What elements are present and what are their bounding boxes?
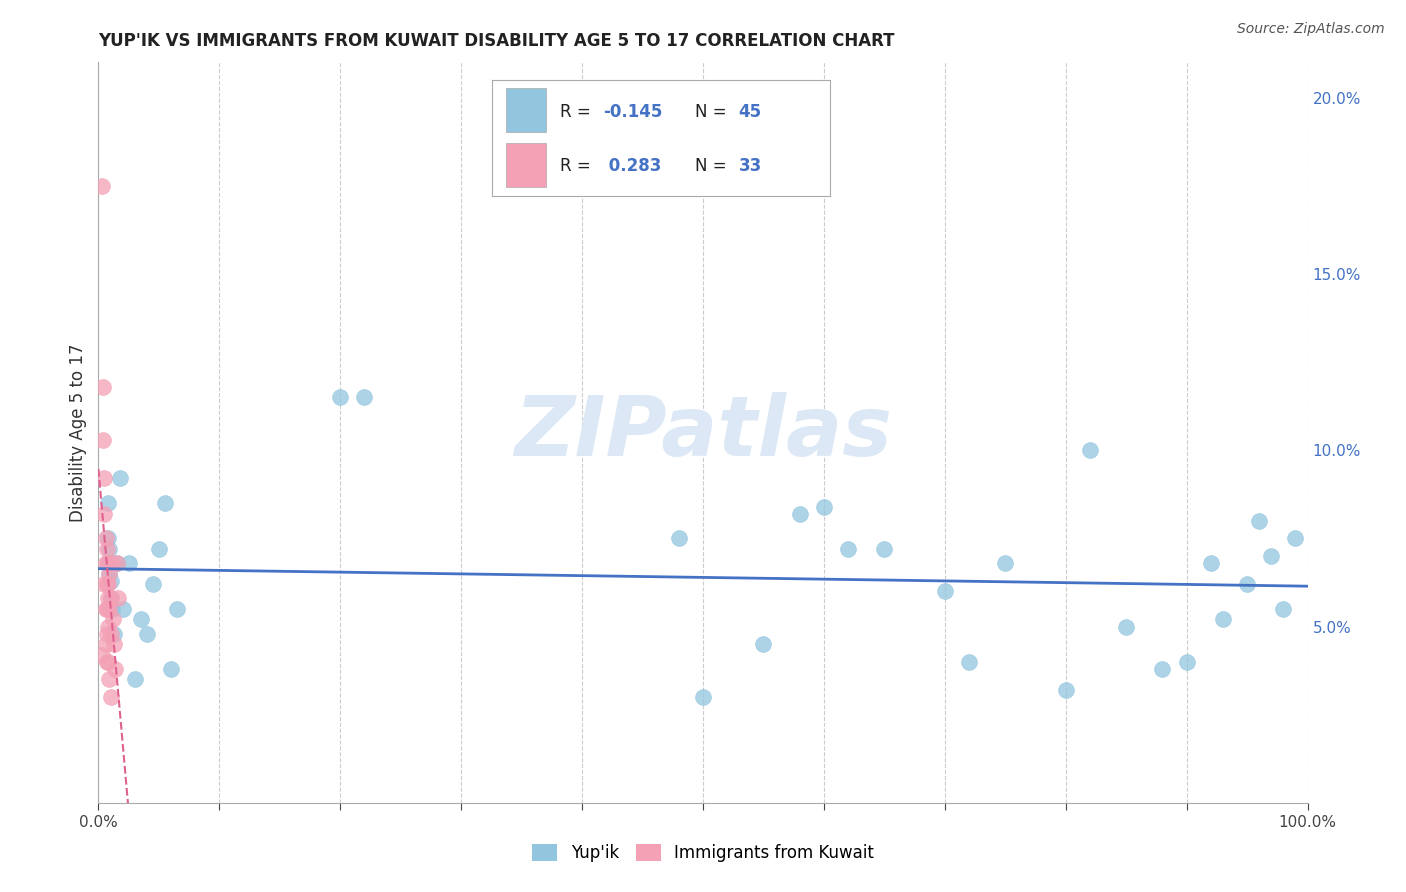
Point (101, 612, 124, 626)
Text: ZIPatlas: ZIPatlas (515, 392, 891, 473)
Point (96, 626, 118, 640)
Point (100, 574, 122, 588)
Point (96, 602, 118, 616)
Point (93, 577, 115, 591)
Point (98, 566, 121, 581)
Point (1078, 443, 1101, 458)
Point (752, 637, 775, 651)
Point (105, 556, 128, 570)
Point (93, 507, 115, 521)
Point (97, 556, 120, 570)
Point (98, 602, 121, 616)
Point (98, 541, 121, 556)
Point (91, 648, 114, 662)
Point (1175, 655, 1198, 669)
Point (94, 556, 117, 570)
Point (97, 556, 120, 570)
Point (105, 556, 128, 570)
Point (97, 577, 120, 591)
Point (1260, 549, 1282, 563)
Point (142, 577, 165, 591)
Point (96, 577, 118, 591)
Point (135, 626, 157, 640)
Point (100, 591, 122, 606)
Point (96, 541, 118, 556)
Point (94, 602, 117, 616)
Point (100, 556, 122, 570)
Point (692, 690, 714, 704)
Text: -0.145: -0.145 (603, 103, 662, 120)
Point (837, 541, 859, 556)
Point (160, 662, 183, 676)
Point (98, 566, 121, 581)
Text: 0.283: 0.283 (603, 157, 662, 175)
Point (107, 591, 129, 606)
Point (1054, 683, 1077, 698)
Point (93, 471, 115, 485)
Point (1272, 602, 1295, 616)
Point (91, 178, 114, 193)
Text: 33: 33 (738, 157, 762, 175)
Point (934, 584, 956, 599)
Point (111, 602, 134, 616)
Point (96, 655, 118, 669)
Point (91, 433, 114, 447)
Point (118, 556, 141, 570)
Point (1212, 612, 1234, 626)
Point (94, 637, 117, 651)
Point (1236, 577, 1258, 591)
Point (153, 496, 176, 510)
Point (100, 690, 122, 704)
Point (100, 591, 122, 606)
Point (94, 532, 117, 546)
Text: 45: 45 (738, 103, 762, 120)
Point (100, 602, 122, 616)
Point (129, 612, 152, 626)
Point (97, 532, 120, 546)
Point (668, 532, 690, 546)
Point (97, 591, 120, 606)
Point (108, 471, 131, 485)
Bar (506, 143, 546, 187)
Point (97, 496, 120, 510)
Point (813, 500, 835, 514)
Point (91, 380, 114, 394)
Point (97, 655, 120, 669)
Point (1284, 532, 1306, 546)
Text: N =: N = (695, 103, 725, 120)
Text: R =: R = (560, 157, 591, 175)
Point (1249, 514, 1271, 528)
Point (103, 626, 125, 640)
Point (1152, 662, 1174, 676)
Point (353, 390, 375, 404)
Point (103, 637, 125, 651)
Point (97, 619, 120, 633)
Point (329, 390, 352, 404)
Point (98, 673, 121, 687)
Text: Source: ZipAtlas.com: Source: ZipAtlas.com (1237, 22, 1385, 37)
Text: YUP'IK VS IMMIGRANTS FROM KUWAIT DISABILITY AGE 5 TO 17 CORRELATION CHART: YUP'IK VS IMMIGRANTS FROM KUWAIT DISABIL… (98, 32, 896, 50)
Y-axis label: Disability Age 5 to 17: Disability Age 5 to 17 (69, 343, 87, 522)
Point (1115, 619, 1137, 633)
Point (1199, 556, 1222, 570)
Legend: Yup'ik, Immigrants from Kuwait: Yup'ik, Immigrants from Kuwait (526, 837, 880, 869)
Point (789, 507, 811, 521)
Bar (506, 88, 546, 132)
Point (100, 626, 122, 640)
Point (994, 556, 1017, 570)
Point (148, 541, 170, 556)
Point (124, 673, 146, 687)
Point (873, 541, 896, 556)
Text: N =: N = (695, 157, 725, 175)
Text: R =: R = (560, 103, 591, 120)
Point (104, 662, 127, 676)
Point (957, 655, 980, 669)
Point (166, 602, 188, 616)
